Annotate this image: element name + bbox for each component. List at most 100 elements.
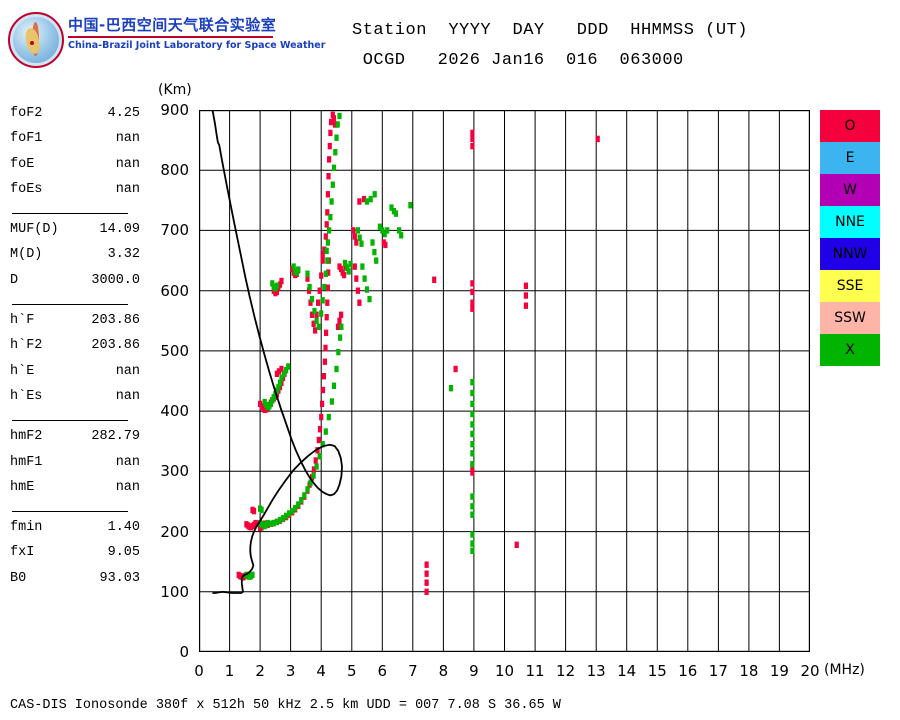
x-tick-0: 0 [194,662,204,680]
y-tick-200: 200 [160,522,189,541]
x-tick-4: 4 [316,662,326,680]
ionogram-canvas [199,110,810,652]
y-tick-400: 400 [160,402,189,421]
instrument-footer: CAS-DIS Ionosonde 380f x 512h 50 kHz 2.5… [10,698,561,713]
legend-item-x[interactable]: X [820,334,880,366]
true-height-profile-curve [211,110,343,594]
param-value: nan [115,479,140,495]
x-tick-6: 6 [377,662,388,680]
y-tick-0: 0 [179,643,189,661]
param-row-fmin: fmin 1.40 [10,520,140,545]
x-tick-1: 1 [224,662,235,680]
x-tick-5: 5 [346,662,357,680]
param-row-foe: foE nan [10,157,140,182]
y-axis-unit-label: (Km) [158,82,192,98]
param-value: 203.86 [91,313,140,329]
param-row-mufd: MUF(D) 14.09 [10,222,140,247]
x-tick-14: 14 [617,662,637,680]
x-tick-13: 13 [586,662,606,680]
x-tick-11: 11 [525,662,545,680]
param-row-he: h`E nan [10,364,140,389]
y-tick-500: 500 [160,341,189,360]
x-axis-unit-label: (MHz) [824,662,865,678]
param-row-hf: h`F 203.86 [10,313,140,338]
param-group-divider [12,420,128,422]
x-tick-10: 10 [494,662,515,680]
plot-frame [199,110,810,652]
param-label: h`Es [10,388,43,404]
param-value: 9.05 [107,545,140,561]
x-tick-20: 20 [800,662,820,680]
y-tick-800: 800 [160,161,189,180]
lab-logo: 中国-巴西空间天气联合实验室 China-Brazil Joint Labora… [8,10,325,68]
param-row-hme: hmE nan [10,480,140,505]
param-row-fof1: foF1 nan [10,131,140,156]
x-tick-15: 15 [647,662,667,680]
header-field-values: OCGD 2026 Jan16 016 063000 [352,51,684,70]
param-row-foes: foEs nan [10,182,140,207]
x-tick-9: 9 [469,662,479,680]
legend-item-nnw[interactable]: NNW [820,238,880,270]
param-row-hf2: h`F2 203.86 [10,338,140,363]
param-row-hmf1: hmF1 nan [10,455,140,480]
y-tick-700: 700 [160,221,189,240]
param-value: nan [115,131,140,147]
param-label: hmE [10,479,35,495]
param-value: nan [115,454,140,470]
param-label: foF1 [10,131,43,147]
param-value: nan [115,181,140,197]
legend-item-sse[interactable]: SSE [820,270,880,302]
param-label: hmF1 [10,454,43,470]
logo-chinese-title: 中国-巴西空间天气联合实验室 [68,16,277,34]
param-label: fmin [10,520,43,536]
param-value: 1.40 [107,520,140,536]
param-value: 282.79 [91,429,140,445]
x-tick-7: 7 [408,662,418,680]
param-value: 3.32 [107,247,140,263]
legend-item-o[interactable]: O [820,110,880,142]
param-row-fof2: foF2 4.25 [10,106,140,131]
legend-item-ssw[interactable]: SSW [820,302,880,334]
grid-lines [199,110,810,652]
param-row-d: D 3000.0 [10,273,140,298]
header-field-labels: Station YYYY DAY DDD HHMMSS (UT) [352,21,748,40]
legend-item-nne[interactable]: NNE [820,206,880,238]
param-label: hmF2 [10,429,43,445]
param-row-hmf2: hmF2 282.79 [10,429,140,454]
param-value: 4.25 [107,106,140,121]
x-tick-2: 2 [255,662,265,680]
x-tick-16: 16 [678,662,698,680]
param-label: h`E [10,363,35,379]
polarization-legend: O E W NNE NNW SSE SSW X [820,110,880,366]
logo-divider [68,36,273,38]
param-value: nan [115,388,140,404]
y-tick-600: 600 [160,281,189,300]
legend-item-e[interactable]: E [820,142,880,174]
param-value: nan [115,363,140,379]
param-label: M(D) [10,247,43,263]
legend-item-w[interactable]: W [820,174,880,206]
param-value: 203.86 [91,338,140,354]
x-tick-12: 12 [556,662,576,680]
param-row-b0: B0 93.03 [10,571,140,596]
param-label: D [10,272,19,288]
param-label: foF2 [10,106,43,121]
param-row-fxi: fxI 9.05 [10,545,140,570]
param-value: 14.09 [99,222,140,238]
x-tick-8: 8 [438,662,449,680]
param-group-divider [12,511,128,513]
x-tick-3: 3 [285,662,296,680]
param-label: foE [10,156,35,172]
x-tick-19: 19 [769,662,789,680]
logo-english-title: China-Brazil Joint Laboratory for Space … [68,40,326,51]
y-tick-300: 300 [160,462,189,481]
trace-x [244,112,475,580]
param-label: foEs [10,181,43,197]
param-value: nan [115,156,140,172]
param-row-hes: h`Es nan [10,389,140,414]
param-label: B0 [10,570,27,586]
x-tick-18: 18 [739,662,759,680]
param-value: 93.03 [99,570,140,586]
echo-traces [236,111,600,595]
param-group-divider [12,304,128,306]
